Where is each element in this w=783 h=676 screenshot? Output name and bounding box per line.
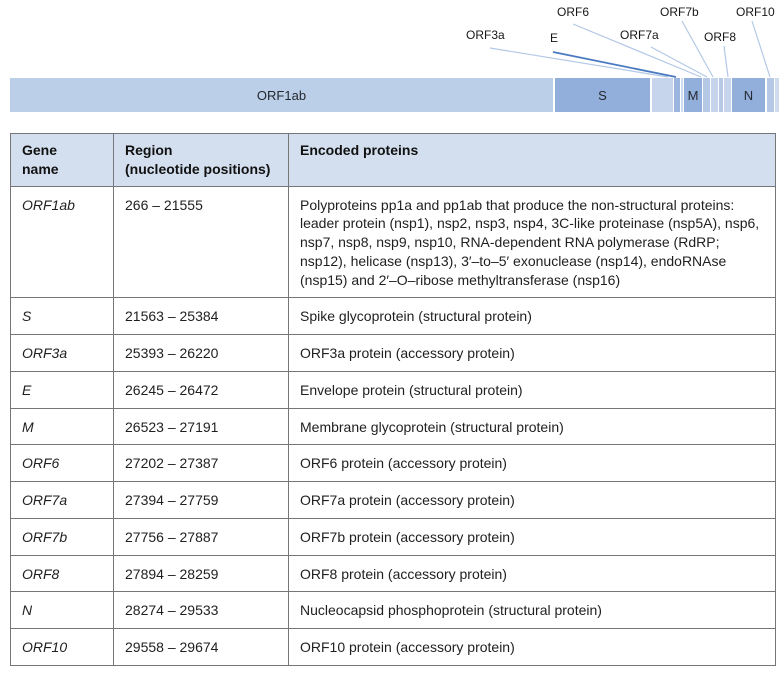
table-row-ORF8: ORF8 27894 – 28259 ORF8 protein (accessory… [10, 554, 776, 593]
callout-line-E [552, 51, 677, 78]
encoded-proteins-cell: Envelope protein (structural protein) [288, 370, 776, 409]
encoded-proteins-cell: Nucleocapsid phosphoprotein (structural … [288, 591, 776, 629]
callout-line-ORF7a [650, 46, 708, 78]
genome-bar: ORF1ab S M N [10, 78, 779, 112]
encoded-proteins-cell: ORF7b protein (accessory protein) [288, 517, 776, 556]
genome-segment-label-M: M [687, 87, 699, 103]
encoded-proteins-cell: Spike glycoprotein (structural protein) [288, 297, 776, 335]
encoded-proteins-cell: ORF3a protein (accessory protein) [288, 334, 776, 372]
table-row-E: E 26245 – 26472 Envelope protein (structur… [10, 370, 776, 409]
callout-label-ORF10: ORF10 [736, 5, 775, 19]
callout-label-ORF6: ORF6 [557, 5, 590, 19]
encoded-proteins-cell: ORF6 protein (accessory protein) [288, 444, 776, 482]
gene-name-cell: ORF7b [10, 517, 114, 556]
genome-diagram: ORF1ab S M N ORF6 ORF7b ORF10 ORF3a E ORF7a ORF8 [0, 0, 783, 133]
genome-segment-ORF3a [652, 78, 673, 112]
encoded-proteins-cell: Membrane glycoprotein (structural protei… [288, 407, 776, 446]
genome-segment-E [674, 78, 680, 112]
region-cell: 28274 – 29533 [113, 591, 289, 629]
region-cell: 27756 – 27887 [113, 517, 289, 556]
callout-label-ORF8: ORF8 [704, 30, 737, 44]
callout-label-ORF7a: ORF7a [620, 28, 659, 42]
genome-segment-ORF7b [719, 78, 723, 112]
table-row-ORF6: ORF6 27202 – 27387 ORF6 protein (accessory… [10, 444, 776, 482]
genome-segment-gap [681, 78, 683, 112]
genome-segment-label-S: S [598, 87, 607, 103]
genome-segment-ORF7a [711, 78, 718, 112]
header-gene-name: Gene name [10, 133, 114, 187]
encoded-proteins-cell: ORF8 protein (accessory protein) [288, 554, 776, 593]
gene-name-cell: ORF3a [10, 334, 114, 372]
encoded-proteins-cell: ORF10 protein (accessory protein) [288, 628, 776, 666]
genome-segment-M: M [684, 78, 702, 112]
table-row-ORF1ab: ORF1ab 266 – 21555 Polyproteins pp1a and p… [10, 185, 776, 299]
callout-lines [489, 20, 771, 78]
table-row-S: S 21563 – 25384 Spike glycoprotein (struct… [10, 297, 776, 335]
region-cell: 26523 – 27191 [113, 407, 289, 446]
genome-segment-S: S [555, 78, 650, 112]
gene-name-cell: ORF7a [10, 481, 114, 519]
region-cell: 266 – 21555 [113, 185, 289, 299]
region-cell: 21563 – 25384 [113, 297, 289, 335]
genome-segment-ORF1ab: ORF1ab [10, 78, 553, 112]
gene-name-cell: ORF8 [10, 554, 114, 593]
gene-table: Gene name Region (nucleotide positions) … [10, 133, 776, 666]
callout-line-ORF10 [751, 20, 771, 78]
gene-name-cell: N [10, 591, 114, 629]
callout-label-ORF3a: ORF3a [466, 28, 505, 42]
region-cell: 29558 – 29674 [113, 628, 289, 666]
genome-segment-ORF6 [703, 78, 710, 112]
region-cell: 26245 – 26472 [113, 370, 289, 409]
header-region: Region (nucleotide positions) [113, 133, 289, 187]
header-encoded-proteins: Encoded proteins [288, 133, 776, 187]
table-row-M: M 26523 – 27191 Membrane glycoprotein (str… [10, 407, 776, 446]
genome-segment-tail [775, 78, 779, 112]
encoded-proteins-cell: ORF7a protein (accessory protein) [288, 481, 776, 519]
table-row-ORF10: ORF10 29558 – 29674 ORF10 protein (accesso… [10, 628, 776, 666]
gene-table-body: ORF1ab 266 – 21555 Polyproteins pp1a and p… [10, 185, 776, 666]
table-row-N: N 28274 – 29533 Nucleocapsid phosphoprotei… [10, 591, 776, 629]
gene-name-cell: E [10, 370, 114, 409]
gene-name-cell: M [10, 407, 114, 446]
callout-line-ORF3a [489, 47, 669, 78]
genome-segment-ORF10 [767, 78, 774, 112]
callout-label-E: E [550, 31, 559, 45]
region-cell: 27202 – 27387 [113, 444, 289, 482]
table-row-ORF7b: ORF7b 27756 – 27887 ORF7b protein (accesso… [10, 517, 776, 556]
gene-name-cell: ORF1ab [10, 185, 114, 299]
region-cell: 25393 – 26220 [113, 334, 289, 372]
gene-name-cell: ORF6 [10, 444, 114, 482]
gene-name-cell: S [10, 297, 114, 335]
gene-name-cell: ORF10 [10, 628, 114, 666]
header-row: Gene name Region (nucleotide positions) … [10, 133, 776, 187]
table-row-ORF7a: ORF7a 27394 – 27759 ORF7a protein (accesso… [10, 481, 776, 519]
genome-segment-ORF8 [724, 78, 731, 112]
genome-segment-label-N: N [743, 87, 754, 103]
table-row-ORF3a: ORF3a 25393 – 26220 ORF3a protein (accesso… [10, 334, 776, 372]
genome-segment-label-ORF1ab: ORF1ab [256, 87, 307, 103]
callout-label-ORF7b: ORF7b [660, 5, 699, 19]
region-cell: 27394 – 27759 [113, 481, 289, 519]
encoded-proteins-cell: Polyproteins pp1a and pp1ab that produce… [288, 185, 776, 299]
genome-segment-N: N [732, 78, 765, 112]
region-cell: 27894 – 28259 [113, 554, 289, 593]
callout-line-ORF8 [723, 45, 729, 78]
gene-table-header: Gene name Region (nucleotide positions) … [10, 133, 776, 187]
